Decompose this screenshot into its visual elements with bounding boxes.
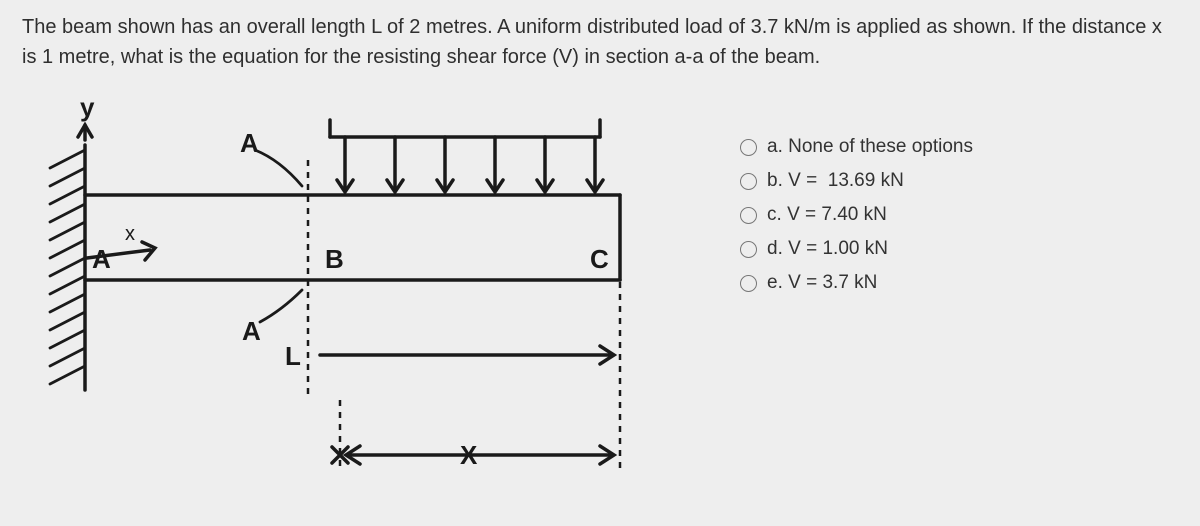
udl-arrows [337, 137, 603, 192]
radio-icon[interactable] [740, 173, 757, 190]
option-b[interactable]: b. V = 13.69 kN [740, 170, 1160, 192]
option-label: e. V = 3.7 kN [767, 272, 877, 294]
wall-hatch [50, 150, 85, 384]
options-list: a. None of these options b. V = 13.69 kN… [740, 136, 1160, 306]
label-x-small: x [125, 223, 135, 245]
label-A-bottom: A [242, 316, 261, 346]
radio-icon[interactable] [740, 275, 757, 292]
beam-diagram: .st { stroke:#1a1a1a; stroke-width:3.5; … [30, 90, 670, 510]
pointer-A-top [255, 150, 302, 186]
option-c[interactable]: c. V = 7.40 kN [740, 204, 1160, 226]
label-X: X [460, 440, 478, 470]
label-L: L [285, 341, 301, 371]
option-d[interactable]: d. V = 1.00 kN [740, 238, 1160, 260]
option-label: d. V = 1.00 kN [767, 238, 888, 260]
option-label: c. V = 7.40 kN [767, 204, 887, 226]
option-label: b. V = 13.69 kN [767, 170, 904, 192]
label-A-top: A [240, 128, 259, 158]
option-e[interactable]: e. V = 3.7 kN [740, 272, 1160, 294]
label-y: y [80, 92, 95, 122]
radio-icon[interactable] [740, 139, 757, 156]
pointer-A-bottom [260, 290, 302, 322]
radio-icon[interactable] [740, 241, 757, 258]
label-A-wall: A [92, 244, 111, 274]
label-C: C [590, 244, 609, 274]
label-B: B [325, 244, 344, 274]
radio-icon[interactable] [740, 207, 757, 224]
option-label: a. None of these options [767, 136, 973, 158]
question-text: The beam shown has an overall length L o… [22, 12, 1180, 72]
option-a[interactable]: a. None of these options [740, 136, 1160, 158]
